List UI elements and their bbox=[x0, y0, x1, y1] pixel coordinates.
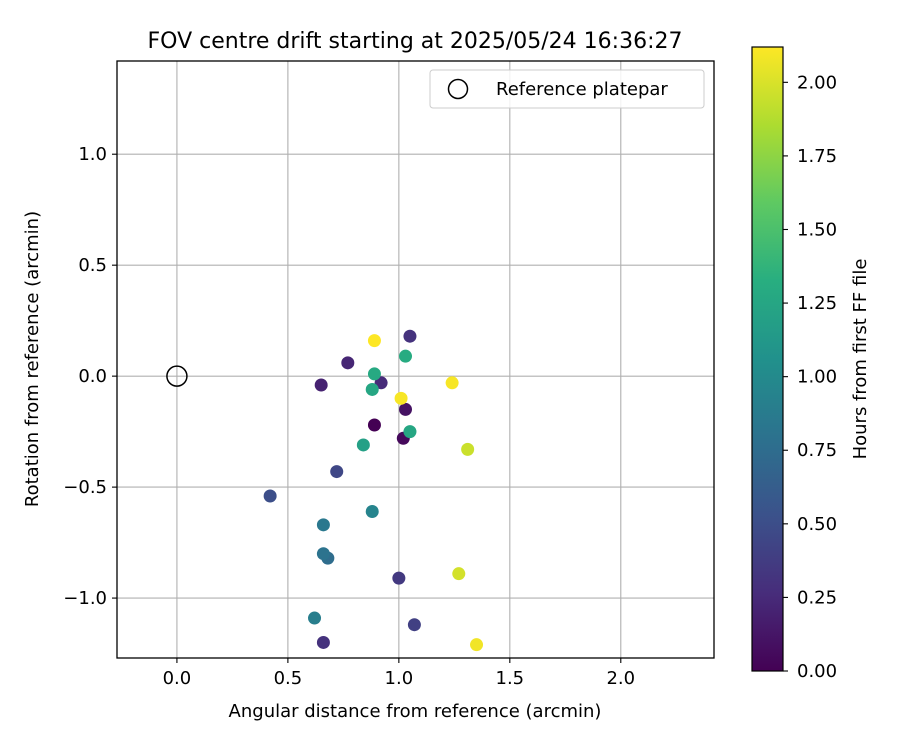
y-tick-label: 1.0 bbox=[78, 144, 107, 165]
data-point bbox=[341, 356, 355, 370]
chart-title: FOV centre drift starting at 2025/05/24 … bbox=[148, 29, 683, 54]
colorbar-label: Hours from first FF file bbox=[850, 259, 871, 460]
colorbar-tick-label: 1.00 bbox=[797, 367, 837, 388]
y-tick-label: 0.5 bbox=[78, 255, 107, 276]
data-point bbox=[365, 382, 379, 396]
x-tick-label: 2.0 bbox=[606, 668, 635, 689]
colorbar-tick-label: 2.00 bbox=[797, 72, 837, 93]
x-axis-label: Angular distance from reference (arcmin) bbox=[229, 701, 602, 722]
data-point bbox=[407, 618, 421, 632]
data-point bbox=[308, 611, 322, 625]
data-point bbox=[367, 367, 381, 381]
data-point bbox=[461, 442, 475, 456]
colorbar: 0.00 0.25 0.50 0.75 1.00 1.25 1.50 1.75 2.00 Hou… bbox=[751, 46, 871, 682]
y-ticks: −1.0 −0.5 0.0 0.5 1.0 bbox=[63, 144, 117, 609]
data-points bbox=[166, 329, 484, 652]
data-point bbox=[330, 465, 344, 479]
data-point bbox=[399, 349, 413, 363]
data-point bbox=[356, 438, 370, 452]
data-point bbox=[399, 402, 413, 416]
colorbar-gradient bbox=[751, 46, 784, 672]
x-tick-label: 1.0 bbox=[385, 668, 414, 689]
data-point bbox=[316, 547, 330, 561]
x-tick-label: 0.5 bbox=[274, 668, 303, 689]
legend-label: Reference platepar bbox=[496, 79, 668, 100]
colorbar-tick-label: 1.75 bbox=[797, 146, 837, 167]
colorbar-tick-label: 0.50 bbox=[797, 514, 837, 535]
plot-frame bbox=[116, 60, 715, 659]
colorbar-ticks: 0.00 0.25 0.50 0.75 1.00 1.25 1.50 1.75 2.00 bbox=[783, 72, 837, 682]
data-point bbox=[452, 567, 466, 581]
reference-platepar-marker bbox=[166, 365, 188, 387]
y-tick-label: −1.0 bbox=[63, 588, 107, 609]
colorbar-tick-label: 1.25 bbox=[797, 293, 837, 314]
colorbar-tick-label: 0.25 bbox=[797, 587, 837, 608]
data-point bbox=[445, 376, 459, 390]
x-tick-label: 0.0 bbox=[163, 668, 192, 689]
data-point bbox=[367, 334, 381, 348]
grid-lines bbox=[117, 61, 714, 658]
legend-box bbox=[429, 69, 705, 109]
data-point bbox=[314, 378, 328, 392]
y-tick-label: 0.0 bbox=[78, 366, 107, 387]
data-point bbox=[374, 376, 388, 390]
x-tick-label: 1.5 bbox=[496, 668, 525, 689]
legend: Reference platepar bbox=[429, 69, 705, 109]
data-point bbox=[316, 635, 330, 649]
y-axis-label: Rotation from reference (arcmin) bbox=[22, 211, 43, 507]
data-point bbox=[263, 489, 277, 503]
y-tick-label: −0.5 bbox=[63, 477, 107, 498]
data-point bbox=[394, 391, 408, 405]
colorbar-tick-label: 0.00 bbox=[797, 661, 837, 682]
data-point bbox=[367, 418, 381, 432]
data-point bbox=[365, 505, 379, 519]
colorbar-tick-label: 1.50 bbox=[797, 219, 837, 240]
data-point bbox=[470, 638, 484, 652]
data-point bbox=[316, 518, 330, 532]
legend-reference-marker bbox=[447, 78, 469, 100]
data-point bbox=[392, 571, 406, 585]
colorbar-tick-label: 0.75 bbox=[797, 440, 837, 461]
data-point bbox=[403, 425, 417, 439]
x-ticks: 0.0 0.5 1.0 1.5 2.0 bbox=[163, 658, 635, 689]
data-point bbox=[403, 329, 417, 343]
